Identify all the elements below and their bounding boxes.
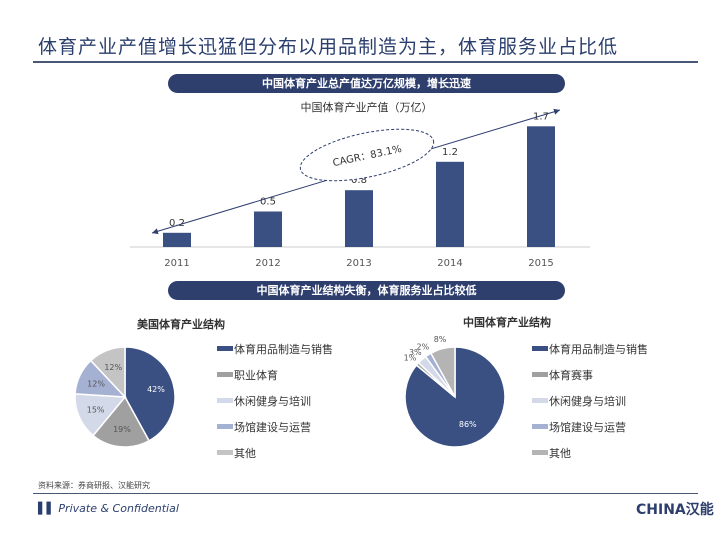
bar-2014: [436, 161, 464, 247]
bar-label: 1.2: [442, 147, 458, 158]
title-divider: [33, 61, 698, 63]
us-legend-swatch: [217, 398, 233, 403]
cn-legend-swatch: [532, 450, 548, 455]
source-note: 资料来源：券商研报、汉能研究: [38, 481, 150, 490]
section-banner-growth: 中国体育产业总产值达万亿规模，增长迅速: [168, 74, 565, 93]
us-slice-label: 12%: [87, 379, 105, 388]
us-legend-label: 休闲健身与培训: [234, 394, 311, 408]
cn-legend-label: 场馆建设与运营: [549, 420, 626, 434]
cn-legend-swatch: [532, 372, 548, 377]
cn-slice-label: 2%: [416, 342, 429, 351]
bars-icon: ▌▌: [38, 502, 55, 515]
cagr-ellipse: [299, 128, 435, 182]
slide-title: 体育产业产值增长迅猛但分布以用品制造为主，体育服务业占比低: [38, 36, 619, 58]
cn-legend-label: 其他: [549, 447, 571, 460]
cn-slice-label: 1%: [404, 353, 417, 362]
cn-legend-label: 休闲健身与培训: [549, 394, 626, 408]
us-pie-title: 美国体育产业结构: [137, 318, 225, 331]
logo: CHINA汉能: [636, 502, 714, 518]
cn-slice-label: 8%: [434, 335, 447, 344]
bar-2012: [254, 211, 282, 247]
x-tick-label: 2014: [437, 258, 462, 269]
bar-2013: [345, 190, 373, 247]
cn-slice: [429, 346, 456, 398]
us-legend-label: 职业体育: [234, 368, 278, 382]
us-legend-swatch: [217, 424, 233, 429]
bar-2015: [527, 126, 555, 247]
us-legend-swatch: [217, 450, 233, 455]
us-legend-label: 其他: [234, 447, 256, 460]
us-slice: [124, 346, 176, 442]
footer-text: Private & Confidential: [58, 502, 179, 515]
us-slice-label: 15%: [87, 406, 105, 415]
cn-legend-label: 体育用品制造与销售: [549, 342, 648, 356]
cn-legend-label: 体育赛事: [549, 368, 593, 382]
us-legend-swatch: [217, 346, 233, 351]
us-slice-label: 42%: [147, 385, 165, 394]
confidential-label: ▌▌ Private & Confidential: [38, 502, 179, 515]
cn-legend-swatch: [532, 346, 548, 351]
x-tick-label: 2011: [164, 258, 189, 269]
footer-divider: [33, 493, 698, 494]
cn-slice-label: 86%: [459, 420, 477, 429]
cn-slice-label: 3%: [409, 348, 422, 357]
us-slice-label: 19%: [113, 425, 131, 434]
bar-label: 1.7: [533, 111, 549, 122]
china-pie-title: 中国体育产业结构: [463, 316, 551, 329]
section-banner-structure: 中国体育产业结构失衡，体育服务业占比较低: [168, 281, 565, 300]
us-slice: [92, 395, 151, 448]
bar-2011: [163, 232, 191, 247]
us-legend-swatch: [217, 372, 233, 377]
cn-legend-swatch: [532, 424, 548, 429]
x-tick-label: 2013: [346, 258, 371, 269]
us-slice: [89, 346, 126, 399]
x-tick-label: 2012: [255, 258, 280, 269]
us-legend-label: 场馆建设与运营: [234, 420, 311, 434]
x-tick-label: 2015: [528, 258, 553, 269]
us-legend-label: 体育用品制造与销售: [234, 342, 333, 356]
cn-legend-swatch: [532, 398, 548, 403]
us-slice-label: 12%: [104, 363, 122, 372]
